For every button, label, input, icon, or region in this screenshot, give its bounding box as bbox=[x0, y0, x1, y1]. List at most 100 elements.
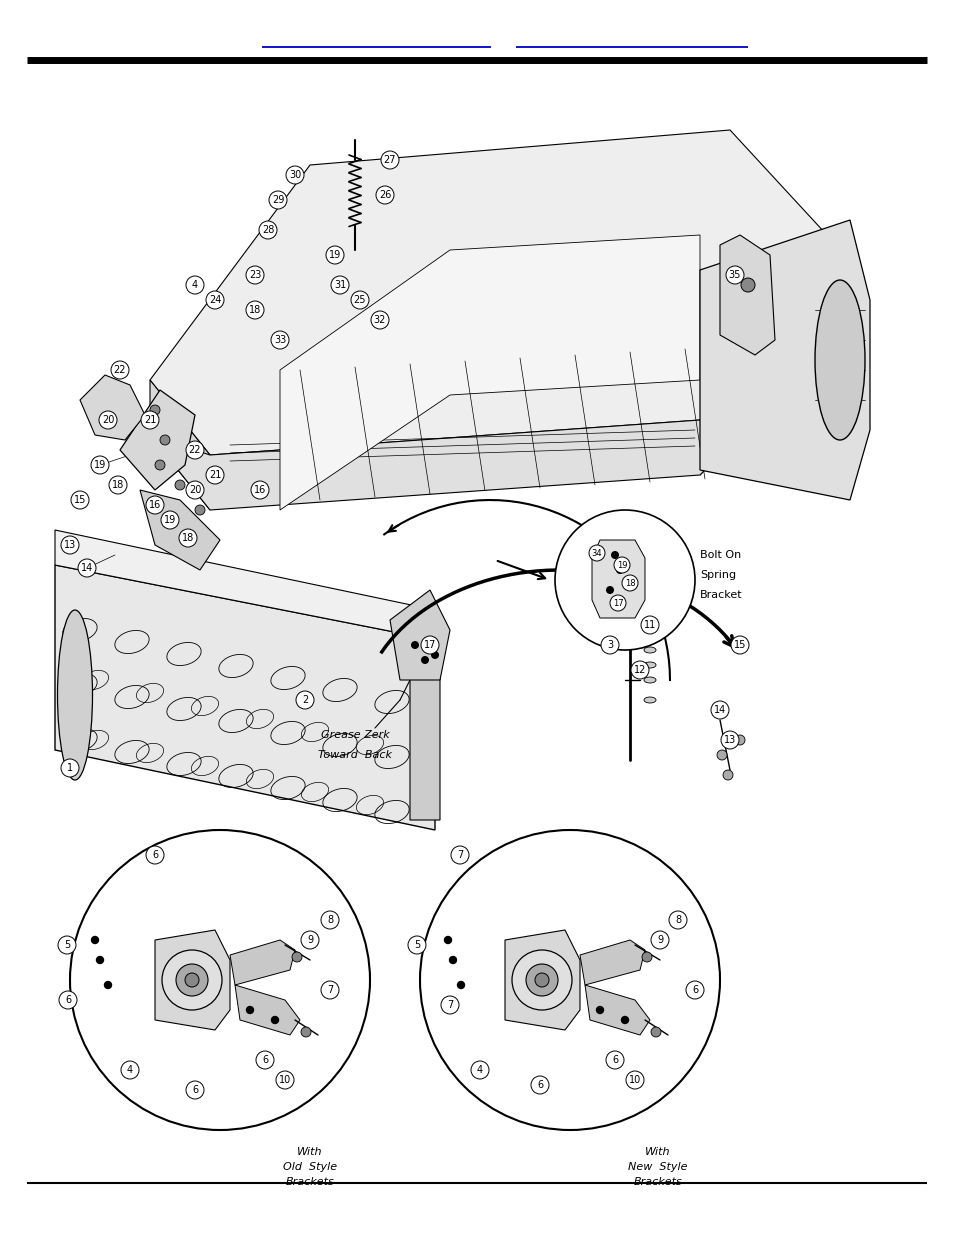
Circle shape bbox=[449, 956, 456, 963]
Text: 6: 6 bbox=[262, 1055, 268, 1065]
Circle shape bbox=[275, 1071, 294, 1089]
Circle shape bbox=[109, 475, 127, 494]
Polygon shape bbox=[720, 235, 774, 354]
Circle shape bbox=[740, 278, 754, 291]
Text: 25: 25 bbox=[354, 295, 366, 305]
Circle shape bbox=[179, 529, 196, 547]
Circle shape bbox=[420, 636, 438, 655]
Circle shape bbox=[600, 636, 618, 655]
Circle shape bbox=[91, 456, 109, 474]
Text: 17: 17 bbox=[423, 640, 436, 650]
Circle shape bbox=[292, 952, 302, 962]
Text: 26: 26 bbox=[378, 190, 391, 200]
Text: 33: 33 bbox=[274, 335, 286, 345]
Text: Toward  Back: Toward Back bbox=[317, 750, 392, 760]
Text: With: With bbox=[644, 1147, 670, 1157]
Text: 20: 20 bbox=[189, 485, 201, 495]
Circle shape bbox=[630, 661, 648, 679]
Text: 6: 6 bbox=[152, 850, 158, 860]
Text: 31: 31 bbox=[334, 280, 346, 290]
Circle shape bbox=[146, 496, 164, 514]
Text: Brackets: Brackets bbox=[633, 1177, 681, 1187]
Circle shape bbox=[650, 931, 668, 948]
Circle shape bbox=[471, 1061, 489, 1079]
Text: 29: 29 bbox=[272, 195, 284, 205]
Circle shape bbox=[605, 585, 614, 594]
Circle shape bbox=[99, 411, 117, 429]
Polygon shape bbox=[55, 530, 435, 640]
Circle shape bbox=[351, 291, 369, 309]
Circle shape bbox=[625, 1071, 643, 1089]
Circle shape bbox=[96, 956, 103, 963]
Text: 7: 7 bbox=[456, 850, 462, 860]
Circle shape bbox=[141, 411, 159, 429]
Circle shape bbox=[78, 559, 96, 577]
Circle shape bbox=[246, 266, 264, 284]
Circle shape bbox=[59, 990, 77, 1009]
Circle shape bbox=[162, 950, 222, 1010]
Circle shape bbox=[111, 361, 129, 379]
Circle shape bbox=[535, 973, 548, 987]
Circle shape bbox=[616, 566, 623, 574]
Circle shape bbox=[70, 830, 370, 1130]
Text: 6: 6 bbox=[192, 1086, 198, 1095]
Text: 20: 20 bbox=[102, 415, 114, 425]
Circle shape bbox=[258, 221, 276, 240]
Circle shape bbox=[717, 750, 726, 760]
Circle shape bbox=[150, 405, 160, 415]
Text: 17: 17 bbox=[612, 599, 622, 608]
Text: 23: 23 bbox=[249, 270, 261, 280]
Text: Bracket: Bracket bbox=[700, 590, 741, 600]
Text: 7: 7 bbox=[327, 986, 333, 995]
Circle shape bbox=[730, 636, 748, 655]
Text: 6: 6 bbox=[611, 1055, 618, 1065]
Circle shape bbox=[105, 982, 112, 988]
Text: 4: 4 bbox=[127, 1065, 132, 1074]
Text: 14: 14 bbox=[81, 563, 93, 573]
Polygon shape bbox=[280, 235, 700, 510]
Text: 3: 3 bbox=[606, 640, 613, 650]
Circle shape bbox=[610, 551, 618, 559]
Text: New  Style: New Style bbox=[628, 1162, 687, 1172]
Text: 5: 5 bbox=[64, 940, 71, 950]
Circle shape bbox=[186, 480, 204, 499]
Circle shape bbox=[512, 950, 572, 1010]
Circle shape bbox=[269, 191, 287, 209]
Text: 19: 19 bbox=[329, 249, 341, 261]
Text: Spring: Spring bbox=[700, 571, 736, 580]
Text: 22: 22 bbox=[189, 445, 201, 454]
Text: 18: 18 bbox=[624, 578, 635, 588]
Circle shape bbox=[420, 656, 429, 664]
Circle shape bbox=[271, 331, 289, 350]
Circle shape bbox=[331, 275, 349, 294]
Circle shape bbox=[380, 151, 398, 169]
Circle shape bbox=[206, 291, 224, 309]
Polygon shape bbox=[120, 390, 194, 490]
Circle shape bbox=[161, 511, 179, 529]
Text: 35: 35 bbox=[728, 270, 740, 280]
Text: 16: 16 bbox=[149, 500, 161, 510]
Text: Brackets: Brackets bbox=[285, 1177, 334, 1187]
Text: Grease Zerk: Grease Zerk bbox=[320, 730, 389, 740]
Circle shape bbox=[596, 1007, 603, 1014]
Circle shape bbox=[146, 846, 164, 864]
Text: 8: 8 bbox=[674, 915, 680, 925]
Circle shape bbox=[411, 641, 418, 650]
Text: 21: 21 bbox=[144, 415, 156, 425]
Polygon shape bbox=[700, 261, 849, 475]
Text: 21: 21 bbox=[209, 471, 221, 480]
Circle shape bbox=[641, 952, 651, 962]
Circle shape bbox=[725, 266, 743, 284]
Circle shape bbox=[58, 936, 76, 953]
Text: 19: 19 bbox=[616, 561, 626, 569]
Circle shape bbox=[320, 981, 338, 999]
Polygon shape bbox=[154, 930, 230, 1030]
Circle shape bbox=[640, 616, 659, 634]
Polygon shape bbox=[390, 590, 450, 680]
Circle shape bbox=[685, 981, 703, 999]
Text: 30: 30 bbox=[289, 170, 301, 180]
Text: 4: 4 bbox=[192, 280, 198, 290]
Circle shape bbox=[61, 536, 79, 555]
Circle shape bbox=[614, 557, 629, 573]
Circle shape bbox=[621, 576, 638, 592]
